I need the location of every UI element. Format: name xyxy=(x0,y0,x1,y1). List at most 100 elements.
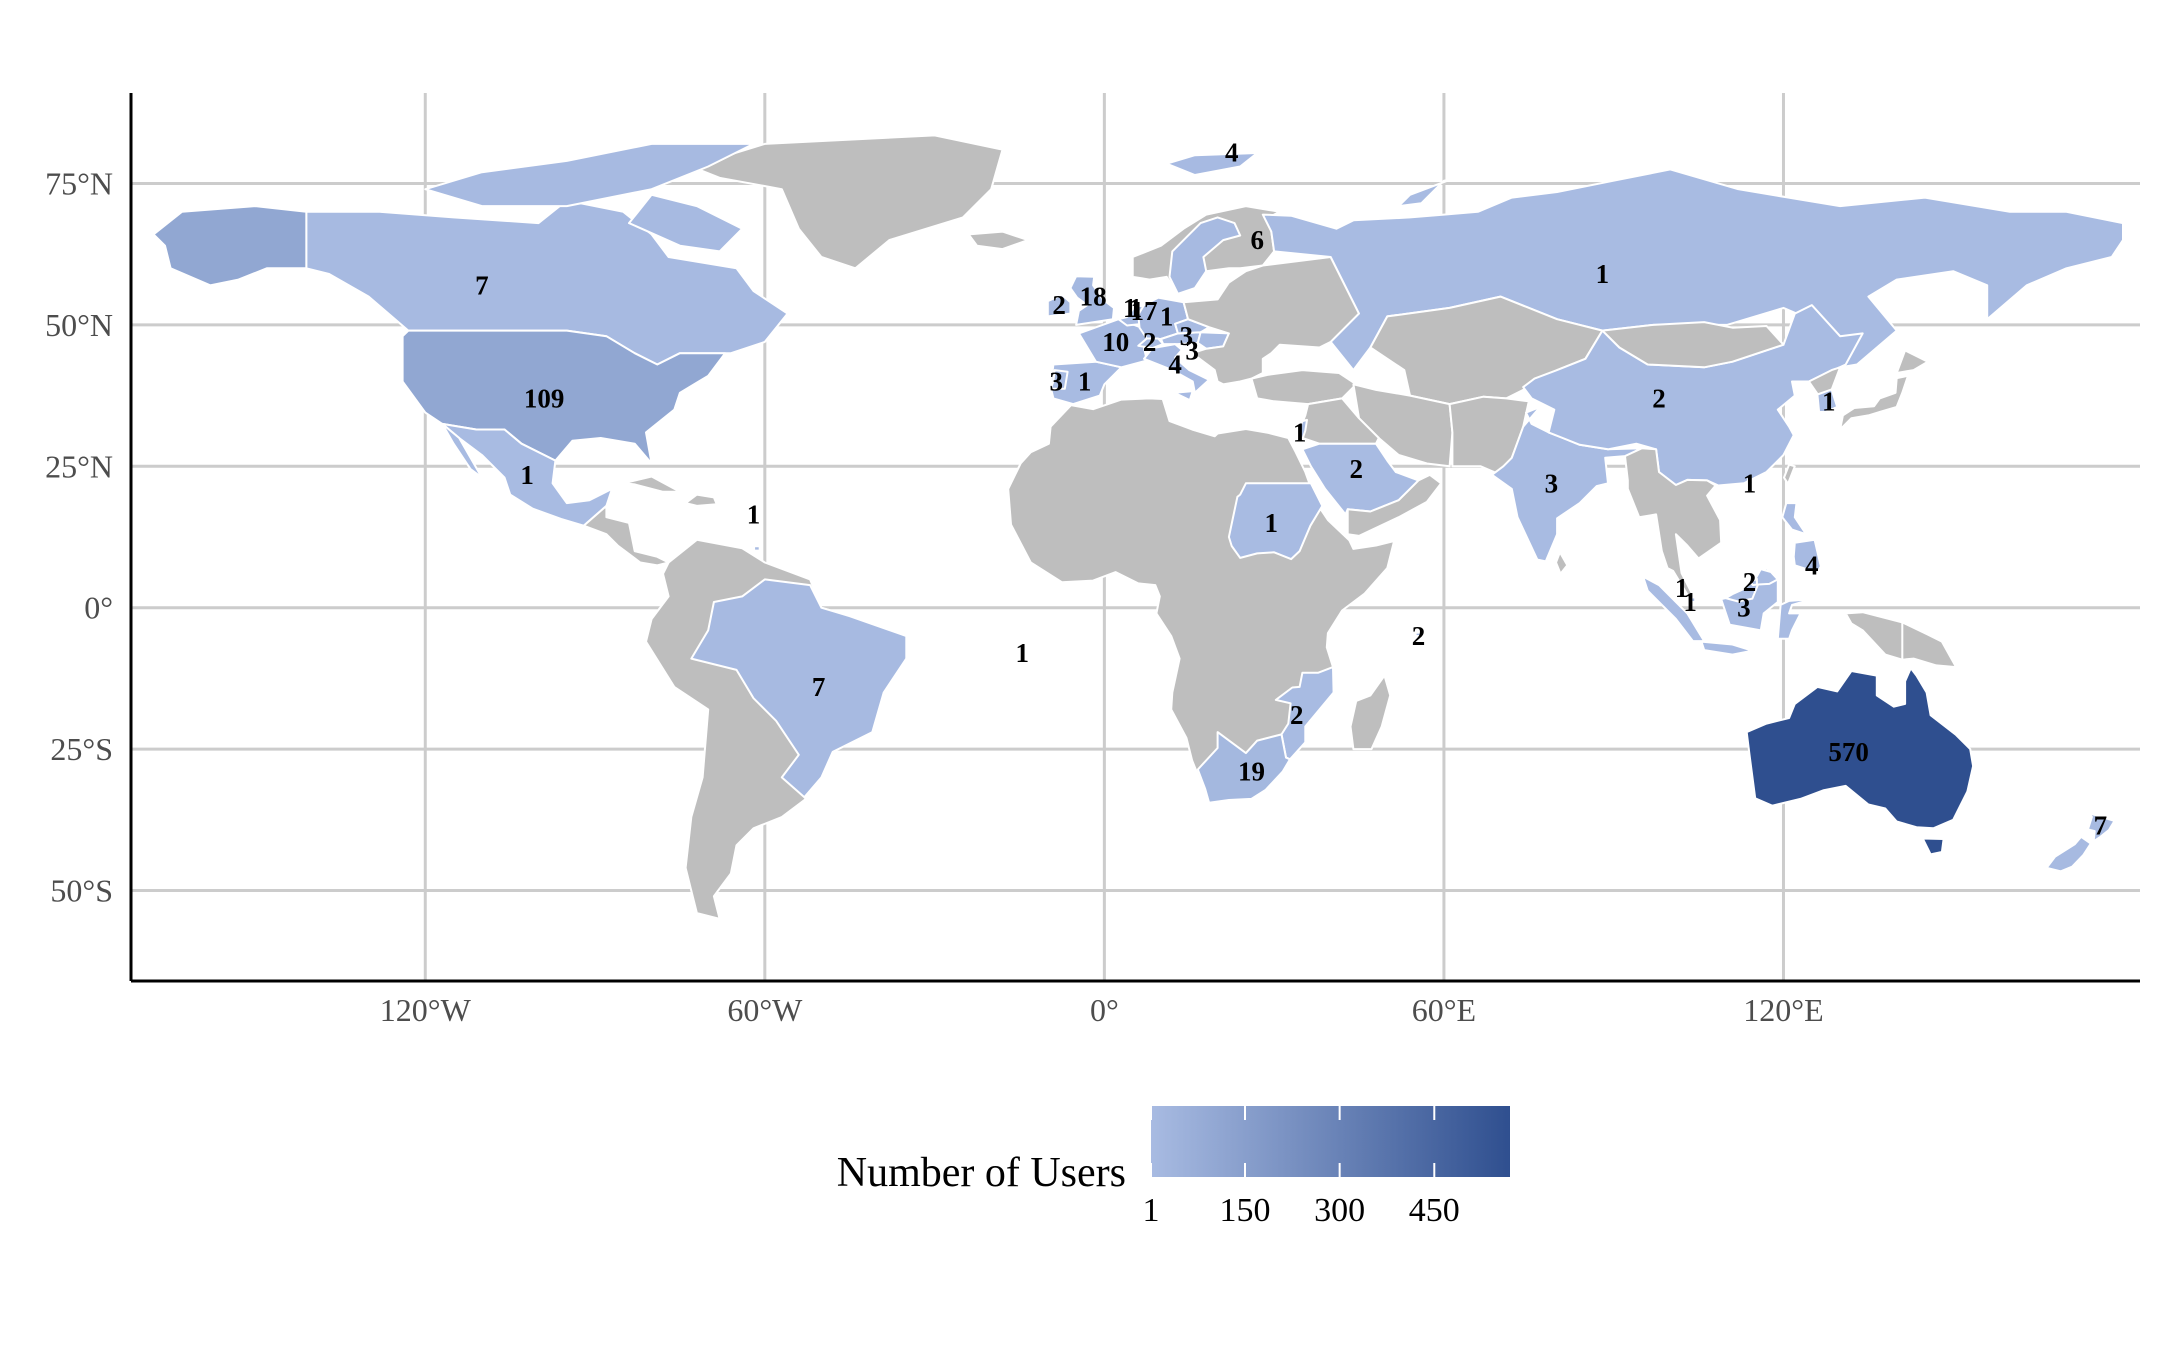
count-label-united-states: 109 xyxy=(524,383,565,413)
land-switzerland xyxy=(1137,337,1165,350)
land-yemen-oman xyxy=(1346,473,1443,537)
land-mongolia xyxy=(1601,321,1785,369)
count-label-singapore: 1 xyxy=(1675,573,1689,603)
count-label-united-kingdom: 18 xyxy=(1080,282,1107,312)
land-seychelles xyxy=(1414,631,1422,637)
land-israel xyxy=(1297,418,1308,442)
land-trinidad xyxy=(753,545,761,552)
count-label-mexico: 1 xyxy=(520,460,534,490)
land-alaska xyxy=(152,205,308,287)
land-svalbard xyxy=(1165,152,1259,176)
y-tick-label: 50°S xyxy=(50,873,113,909)
count-label-malaysia: 3 xyxy=(1737,593,1751,623)
land-philippines-north xyxy=(1781,502,1808,536)
land-brazil xyxy=(690,578,908,799)
count-label-brunei: 2 xyxy=(1743,567,1757,597)
count-label-czechia: 1 xyxy=(1160,301,1174,331)
land-hispaniola xyxy=(684,493,718,507)
y-tick-label: 50°N xyxy=(45,307,113,343)
count-label-india: 3 xyxy=(1545,468,1559,498)
plot-axes xyxy=(129,93,2140,983)
count-label-germany: 17 xyxy=(1131,296,1158,326)
x-tick-label: 0° xyxy=(1090,992,1119,1028)
land-sumatra xyxy=(1642,575,1706,643)
count-label-indonesia: 1 xyxy=(1683,587,1697,617)
count-label-belgium: 1 xyxy=(1123,293,1137,323)
legend-tick-label: 300 xyxy=(1314,1192,1365,1229)
count-label-russia: 1 xyxy=(1596,259,1610,289)
count-label-spain: 3 xyxy=(1050,367,1064,397)
count-label-seychelles: 2 xyxy=(1412,621,1426,651)
land-masses xyxy=(152,134,2124,920)
land-tasmania xyxy=(1921,837,1945,856)
count-label-ireland: 2 xyxy=(1052,290,1066,320)
land-papua xyxy=(1901,621,1958,669)
count-label-switzerland: 2 xyxy=(1143,327,1157,357)
count-label-sweden: 6 xyxy=(1250,225,1264,255)
land-iceland xyxy=(967,230,1029,251)
y-tick-label: 25°N xyxy=(45,448,113,484)
land-italy xyxy=(1143,343,1211,394)
count-label-brazil: 7 xyxy=(812,672,826,702)
count-label-philippines: 4 xyxy=(1805,550,1819,580)
land-sweden xyxy=(1168,216,1242,295)
land-singapore xyxy=(1688,596,1697,603)
land-portugal xyxy=(1049,369,1069,390)
land-japan xyxy=(1839,374,1909,431)
count-label-saudi-arabia: 2 xyxy=(1349,454,1363,484)
land-baja xyxy=(441,422,483,479)
land-hokkaido xyxy=(1895,349,1929,374)
land-southeast-asia xyxy=(1624,447,1723,601)
land-central-america xyxy=(582,504,670,567)
land-taiwan xyxy=(1783,463,1796,485)
land-turkey xyxy=(1250,369,1358,406)
land-sudan xyxy=(1227,482,1324,561)
land-czechia xyxy=(1174,318,1211,335)
count-label-saint-helena: 1 xyxy=(1016,638,1030,668)
count-label-australia: 570 xyxy=(1828,737,1869,767)
land-malaysia-borneo xyxy=(1724,568,1779,603)
land-novaya-zemlya xyxy=(1397,171,1491,208)
land-brunei xyxy=(1749,577,1758,587)
land-baffin xyxy=(628,193,744,253)
x-tick-label: 60°W xyxy=(727,992,803,1028)
count-label-trinidad-and-tobago: 1 xyxy=(747,499,761,529)
land-madagascar xyxy=(1349,674,1392,751)
axis-tick-labels: 120°W 60°W 0° 60°E 120°E 75°N 50°N 25°N 0° 25°S 50… xyxy=(45,165,1824,1028)
land-sulawesi xyxy=(1776,598,1813,640)
land-philippines-south xyxy=(1792,538,1822,574)
count-label-portugal: 1 xyxy=(1078,367,1092,397)
count-label-mozambique: 2 xyxy=(1290,700,1304,730)
land-java xyxy=(1700,640,1754,656)
count-label-svalbard: 4 xyxy=(1225,137,1239,167)
count-label-hong-kong: 1 xyxy=(1743,468,1757,498)
land-mozambique xyxy=(1274,666,1335,761)
legend-tick-label: 1 xyxy=(1143,1192,1160,1229)
land-nz-north xyxy=(2080,801,2116,843)
land-ireland xyxy=(1046,293,1072,318)
count-label-italy: 4 xyxy=(1168,350,1182,380)
x-tick-label: 60°E xyxy=(1412,992,1476,1028)
land-sicily xyxy=(1173,390,1194,402)
count-label-south-korea: 1 xyxy=(1822,386,1836,416)
count-label-austria: 3 xyxy=(1180,321,1194,351)
land-canadian-archipelago xyxy=(424,142,755,208)
land-eastern-europe xyxy=(1182,256,1360,386)
count-label-hungary: 3 xyxy=(1185,335,1199,365)
x-tick-label: 120°E xyxy=(1743,992,1823,1028)
land-great-britain xyxy=(1069,275,1115,326)
legend-title: Number of Users xyxy=(837,1150,1126,1196)
land-mexico xyxy=(441,422,613,527)
land-greenland xyxy=(690,134,1004,270)
land-hong-kong xyxy=(1746,477,1754,486)
x-tick-label: 120°W xyxy=(380,992,472,1028)
land-sri-lanka xyxy=(1555,551,1569,575)
count-label-canada: 7 xyxy=(475,270,489,300)
count-label-china: 2 xyxy=(1652,383,1666,413)
land-cuba xyxy=(622,475,681,493)
count-label-sudan: 1 xyxy=(1265,508,1279,538)
land-australia xyxy=(1745,667,1975,830)
legend-tick-label: 150 xyxy=(1220,1192,1271,1229)
legend-tick-label: 450 xyxy=(1409,1192,1460,1229)
